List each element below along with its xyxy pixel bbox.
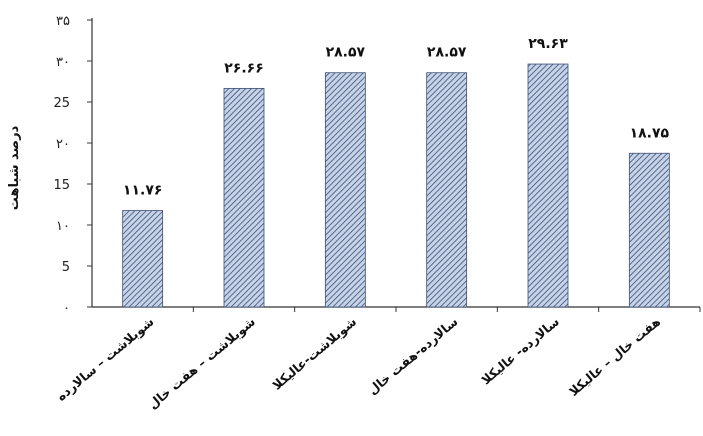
y-tick-label: ۳۰ [56,55,70,70]
data-labels: ۱۱.۷۶ ۲۶.۶۶ ۲۸.۵۷ ۲۸.۵۷ ۲۹.۶۳ ۱۸.۷۵ [123,36,670,199]
bar [426,72,468,308]
bar-value-label: ۲۸.۵۷ [326,45,366,61]
y-tick-label: 15 [53,178,70,193]
y-tick-label: ۰ [63,301,70,316]
bars [122,63,670,308]
bar [628,152,670,308]
bar-value-label: ۲۹.۶۳ [528,36,568,52]
y-axis: ۰ 5 ۱۰ 15 ۲۰ 25 ۳۰ ۳۵ [53,14,93,316]
bar-value-label: ۲۶.۶۶ [224,60,264,76]
bar-value-label: ۱۸.۷۵ [630,125,670,141]
bar-value-label: ۱۱.۷۶ [123,183,163,199]
bar [527,63,569,308]
category-label: سالارده- عالیکلا [478,314,562,388]
category-label: شوبلاشت – سالارده [53,314,156,404]
category-label: هفت خال – عالیکلا [566,314,663,399]
y-axis-title: درصد شباهت [7,125,22,210]
y-tick-label: 25 [53,96,70,111]
y-tick-label: 5 [62,260,70,275]
category-label: شوبلاشت-عالیکلا [269,314,359,393]
category-label: سالارده-هفت خال [365,314,461,398]
bar-value-label: ۲۸.۵۷ [427,45,467,61]
y-tick-label: ۳۵ [56,14,70,29]
bar [223,87,265,308]
bar [122,210,164,308]
x-axis [92,306,701,312]
y-tick-label: ۱۰ [56,219,70,234]
bar [324,72,366,308]
category-label: شوبلاشت – هفت خال [145,314,258,412]
y-tick-label: ۲۰ [56,137,70,152]
